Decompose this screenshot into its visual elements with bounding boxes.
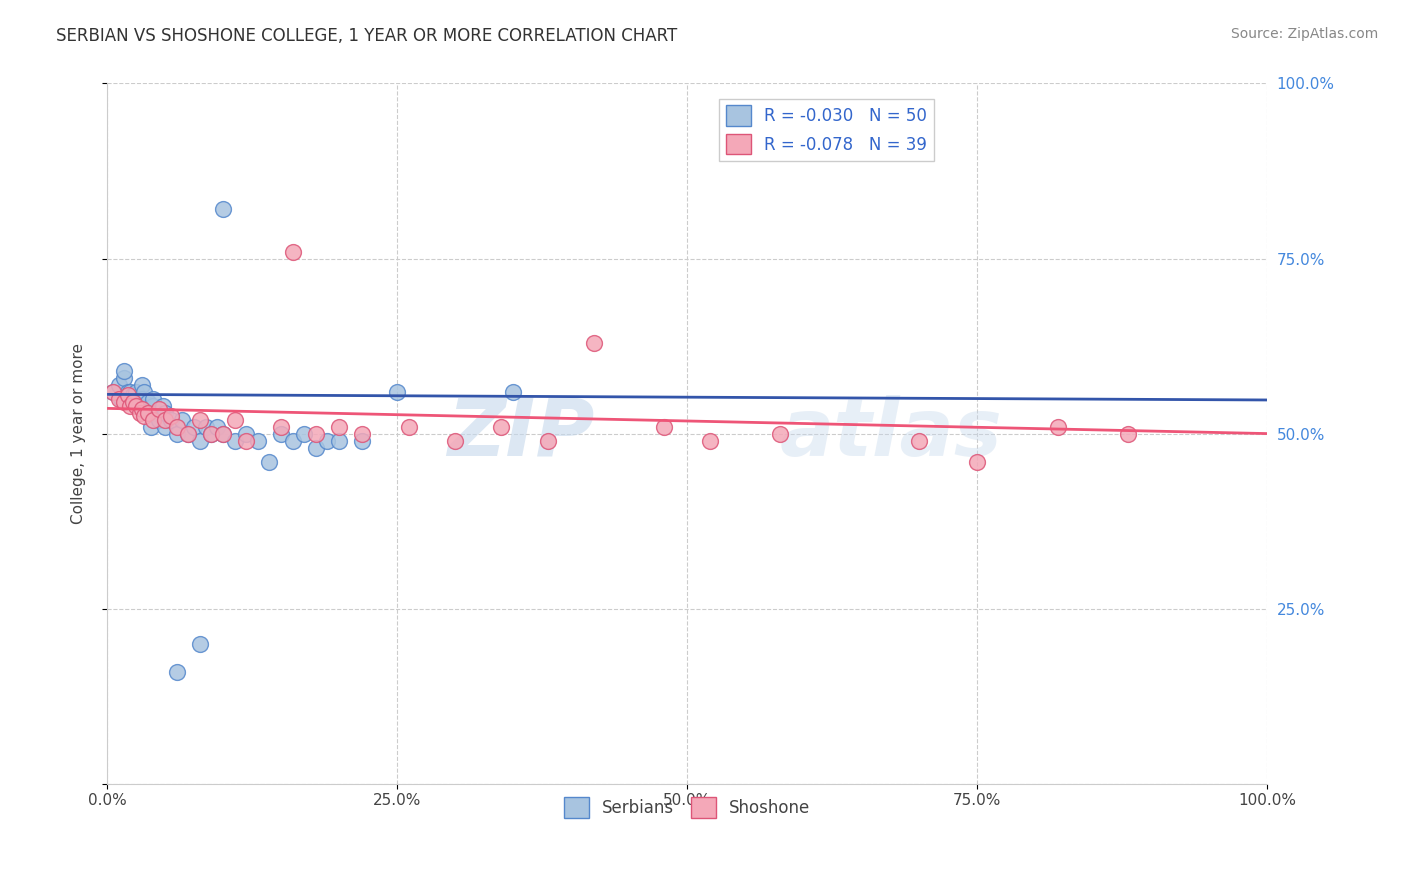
Point: [292, 426, 315, 441]
Point: [142, 412, 165, 426]
Point: [583, 335, 606, 350]
Point: [652, 419, 675, 434]
Point: [117, 384, 139, 399]
Point: [177, 426, 200, 441]
Point: [200, 426, 222, 441]
Point: [537, 434, 560, 448]
Point: [134, 384, 156, 399]
Point: [128, 399, 150, 413]
Legend: Serbians, Shoshone: Serbians, Shoshone: [557, 790, 817, 824]
Point: [172, 412, 194, 426]
Point: [142, 392, 165, 406]
Point: [212, 426, 235, 441]
Point: [166, 426, 188, 441]
Point: [101, 384, 124, 399]
Point: [246, 434, 269, 448]
Text: atlas: atlas: [780, 394, 1002, 473]
Point: [153, 412, 176, 426]
Point: [128, 406, 150, 420]
Point: [125, 399, 148, 413]
Point: [281, 244, 304, 259]
Point: [136, 406, 159, 420]
Point: [160, 412, 183, 426]
Point: [114, 363, 136, 377]
Point: [259, 454, 281, 468]
Point: [131, 377, 153, 392]
Point: [385, 384, 408, 399]
Point: [328, 419, 350, 434]
Point: [200, 426, 222, 441]
Point: [153, 406, 176, 420]
Point: [121, 388, 143, 402]
Point: [125, 395, 148, 409]
Point: [908, 434, 931, 448]
Point: [398, 419, 420, 434]
Point: [188, 637, 211, 651]
Point: [224, 434, 246, 448]
Point: [1047, 419, 1070, 434]
Point: [136, 406, 159, 420]
Point: [769, 426, 792, 441]
Point: [134, 409, 156, 423]
Point: [305, 441, 328, 455]
Point: [966, 454, 988, 468]
Point: [148, 402, 170, 417]
Point: [131, 402, 153, 417]
Point: [101, 384, 124, 399]
Point: [120, 399, 142, 413]
Point: [120, 384, 142, 399]
Point: [125, 384, 148, 399]
Point: [502, 384, 524, 399]
Point: [352, 426, 374, 441]
Point: [699, 434, 721, 448]
Point: [212, 202, 235, 217]
Point: [305, 426, 328, 441]
Point: [160, 409, 183, 423]
Point: [235, 426, 257, 441]
Point: [281, 434, 304, 448]
Point: [183, 419, 205, 434]
Point: [1116, 426, 1139, 441]
Point: [142, 399, 165, 413]
Point: [270, 426, 292, 441]
Point: [117, 388, 139, 402]
Point: [136, 395, 159, 409]
Point: [352, 434, 374, 448]
Text: SERBIAN VS SHOSHONE COLLEGE, 1 YEAR OR MORE CORRELATION CHART: SERBIAN VS SHOSHONE COLLEGE, 1 YEAR OR M…: [56, 27, 678, 45]
Point: [188, 434, 211, 448]
Point: [194, 419, 217, 434]
Point: [114, 370, 136, 384]
Point: [328, 434, 350, 448]
Point: [224, 412, 246, 426]
Point: [153, 419, 176, 434]
Point: [177, 426, 200, 441]
Point: [212, 426, 235, 441]
Point: [145, 406, 167, 420]
Point: [107, 392, 129, 406]
Point: [270, 419, 292, 434]
Point: [166, 419, 188, 434]
Point: [110, 392, 132, 406]
Point: [107, 377, 129, 392]
Point: [491, 419, 513, 434]
Text: ZIP: ZIP: [447, 394, 595, 473]
Point: [141, 419, 163, 434]
Text: Source: ZipAtlas.com: Source: ZipAtlas.com: [1230, 27, 1378, 41]
Point: [188, 412, 211, 426]
Point: [114, 395, 136, 409]
Point: [148, 412, 170, 426]
Point: [152, 399, 174, 413]
Point: [207, 419, 229, 434]
Point: [235, 434, 257, 448]
Point: [316, 434, 339, 448]
Point: [131, 392, 153, 406]
Point: [121, 395, 143, 409]
Point: [444, 434, 467, 448]
Y-axis label: College, 1 year or more: College, 1 year or more: [72, 343, 86, 524]
Point: [166, 665, 188, 679]
